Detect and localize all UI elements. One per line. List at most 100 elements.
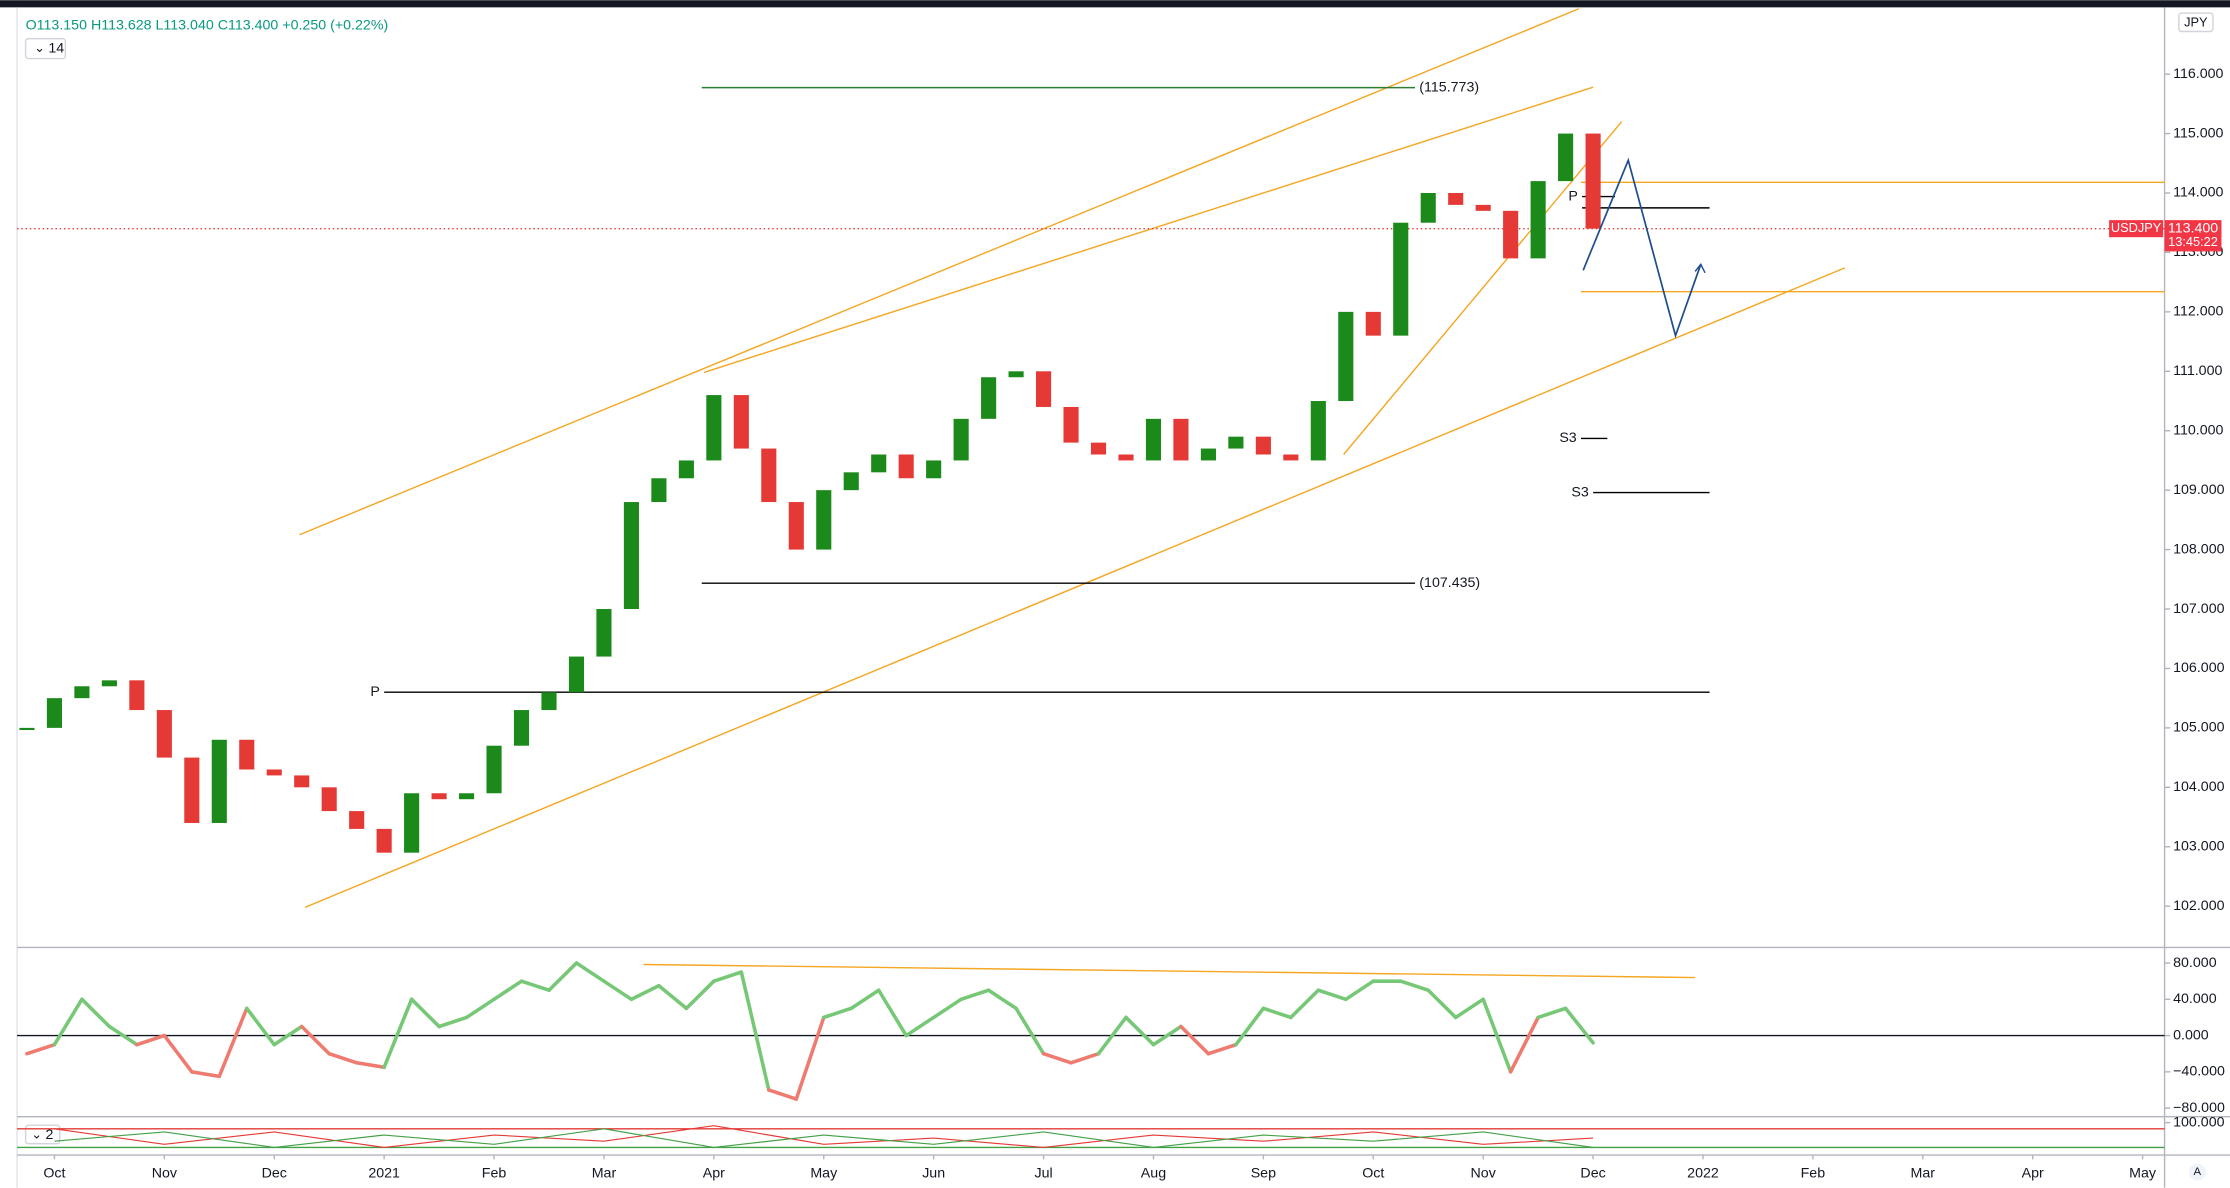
candle [1036,371,1052,407]
price-tag-label: 113.400 [2168,220,2218,236]
indicator-line [54,1125,1594,1149]
y-tick-label: 105.000 [2173,720,2224,736]
y-tick-label: 111.000 [2173,363,2222,379]
oscillator-segment [821,1006,854,1020]
oscillator-segment [1151,1024,1183,1047]
candle [404,793,420,853]
candle [321,787,337,812]
x-tick-label: Nov [1471,1165,1497,1181]
level-label: P [370,684,379,700]
candle [101,680,117,687]
candle [1393,222,1409,336]
candle [294,775,310,788]
level-label: S3 [1559,430,1576,446]
trend-line [1343,121,1623,455]
symbol-tag [2109,220,2164,238]
oscillator-segment [354,1060,386,1070]
currency-button[interactable] [2178,12,2214,33]
candle [706,395,722,461]
x-tick-label: Apr [703,1165,725,1181]
oscillator-segment [437,1015,469,1029]
x-tick-label: Feb [1801,1165,1826,1181]
oscillator-segment [1261,1006,1293,1020]
oscillator-segment [135,1033,167,1047]
x-tick-label: Jul [1034,1165,1052,1181]
oscillator-segment [519,979,551,993]
oscillator-segment [1234,1006,1266,1047]
y-tick-label: 109.000 [2173,482,2224,498]
y-tick-label: 107.000 [2173,601,2224,617]
x-tick-label: May [2129,1165,2157,1181]
oscillator-segment [1096,1015,1128,1056]
y-tick-label: 0.000 [2173,1027,2209,1043]
candle [376,828,392,853]
candle [568,656,585,693]
candle [513,710,530,746]
oscillator-segment [574,961,606,983]
indicator-badge[interactable] [24,1124,61,1145]
candle [788,502,804,550]
candle [898,454,914,479]
candle [1008,371,1024,378]
candle [459,793,475,800]
oscillator-segment [684,979,716,1011]
oscillator-segment [959,988,991,1002]
oscillator-segment [904,1015,936,1038]
collapse-icon: ⌄ [34,40,45,55]
y-tick-label: 112.000 [2173,304,2223,320]
x-tick-label: Sep [1251,1165,1276,1181]
projection-path [1582,157,1702,339]
oscillator-segment [272,1024,304,1047]
oscillator-segment [1398,979,1431,993]
indicator-badge[interactable] [24,37,67,60]
countdown-label: 13:45:22 [2168,234,2218,249]
y-tick-label: 106.000 [2173,660,2224,676]
y-tick-label: 116.000 [2173,66,2223,82]
y-tick-label: 103.000 [2173,838,2224,854]
oscillator-segment [657,983,689,1011]
candle [1118,454,1134,461]
candle [981,377,997,419]
collapse-icon: ⌄ [31,1127,42,1142]
candle [871,454,887,473]
candle [1145,418,1162,461]
candle [1448,193,1464,205]
oscillator-segment [382,997,414,1070]
x-tick-label: Nov [152,1165,178,1181]
oscillator-segment [849,988,881,1011]
y-tick-label: 114.000 [2173,185,2223,201]
candle [1283,454,1299,461]
oscillator-segment [327,1051,359,1065]
oscillator-segment [80,997,112,1029]
candle [1475,204,1491,211]
candle [926,460,942,479]
indicator-line [54,1128,1594,1149]
currency-label: JPY [2184,14,2208,29]
auto-scale-button[interactable] [2188,1163,2206,1181]
x-tick-label: Dec [1580,1165,1605,1181]
candle [1200,448,1216,461]
symbol-tag-label: USDJPY [2111,220,2162,235]
x-tick-label: Mar [592,1165,617,1181]
y-tick-label: 40.000 [2173,991,2217,1007]
x-tick-label: Mar [1911,1165,1936,1181]
y-tick-label: 108.000 [2173,541,2224,557]
oscillator-segment [1069,1051,1101,1065]
oscillator-segment [464,997,496,1020]
candle [486,745,502,794]
oscillator-segment [876,988,908,1038]
oscillator-segment [162,1033,194,1074]
candle [239,739,255,770]
oscillator-segment [767,1088,799,1101]
candle [1338,311,1354,402]
candle [184,757,200,823]
candle [1255,436,1271,455]
y-tick-label: 102.000 [2173,898,2224,914]
level-label: S3 [1571,484,1588,500]
level-label: (107.435) [1419,575,1480,591]
candle [74,686,90,699]
oscillator-segment [25,1042,57,1056]
candle [349,811,365,829]
oscillator-segment [1179,1024,1211,1056]
